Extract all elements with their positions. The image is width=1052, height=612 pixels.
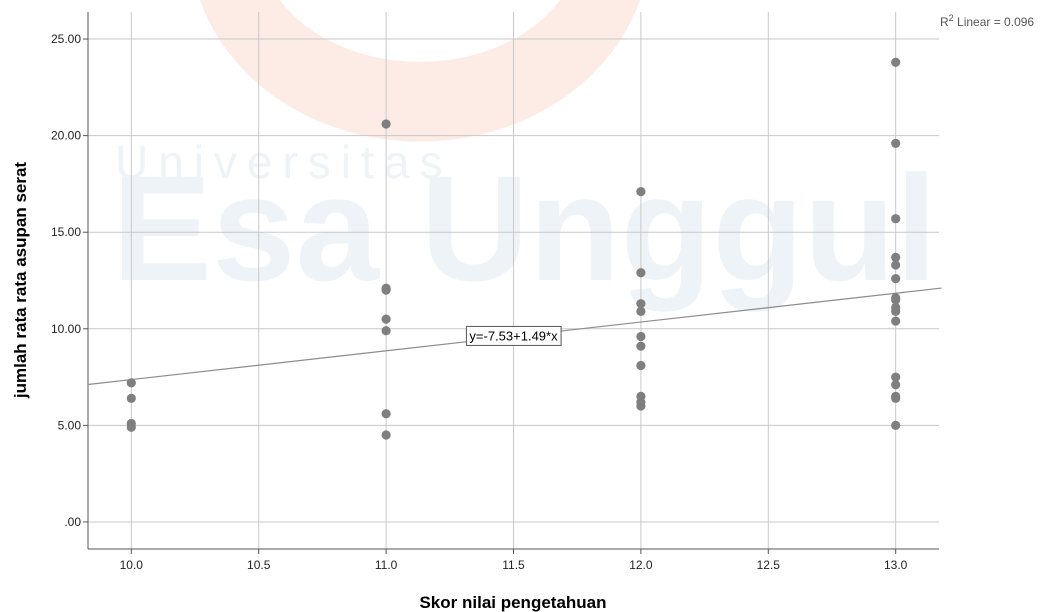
data-point xyxy=(891,214,901,224)
data-point xyxy=(891,393,901,403)
x-tick-label: 12.5 xyxy=(757,558,781,572)
x-axis-title: Skor nilai pengetahuan xyxy=(419,593,606,612)
data-point xyxy=(636,299,646,309)
x-tick-label: 11.5 xyxy=(502,558,525,572)
data-point xyxy=(381,326,391,336)
watermark: Universitas Esa Unggul xyxy=(112,0,937,312)
data-point xyxy=(891,372,901,382)
data-point xyxy=(891,57,901,67)
data-point xyxy=(381,119,391,129)
data-point xyxy=(636,401,646,411)
y-tick-label: 5.00 xyxy=(58,418,82,432)
data-point xyxy=(636,341,646,351)
data-point xyxy=(381,314,391,324)
data-points xyxy=(126,57,901,440)
y-tick-label: .00 xyxy=(64,515,81,529)
x-tick-label: 13.0 xyxy=(884,558,908,572)
data-point xyxy=(891,316,901,326)
tick-labels: 10.0 10.5 11.0 11.5 12.0 12.5 13.0 .00 5.00 10.00… xyxy=(51,32,908,572)
x-tick-label: 11.0 xyxy=(375,558,398,572)
data-point xyxy=(381,285,391,295)
data-point xyxy=(891,252,901,262)
data-point xyxy=(891,420,901,430)
data-point xyxy=(636,331,646,342)
equation-label: y=-7.53+1.49*x xyxy=(469,328,558,343)
data-point xyxy=(636,187,646,197)
data-point xyxy=(636,306,646,317)
watermark-logo-arc xyxy=(200,0,640,142)
data-point xyxy=(636,360,646,371)
data-point xyxy=(891,273,901,284)
data-point xyxy=(126,393,136,403)
r2-label-sup: 2 xyxy=(949,13,954,23)
data-point xyxy=(891,380,901,390)
equation-box xyxy=(465,325,562,346)
y-tick-label: 10.00 xyxy=(51,322,81,336)
x-tick-label: 10.0 xyxy=(120,558,144,572)
watermark-line1: Universitas xyxy=(115,136,453,188)
data-point xyxy=(126,422,136,432)
y-tick-label: 15.00 xyxy=(51,225,81,239)
r2-label: R2 Linear = 0.096 xyxy=(940,13,1034,29)
x-tick-label: 12.0 xyxy=(629,558,653,572)
r2-label-prefix: R xyxy=(940,15,949,29)
data-point xyxy=(891,306,901,317)
data-point xyxy=(891,260,901,270)
x-tick-label: 10.5 xyxy=(247,558,271,572)
r2-label-suffix: Linear = 0.096 xyxy=(954,15,1035,29)
y-tick-label: 25.00 xyxy=(51,32,81,46)
data-point xyxy=(891,295,901,305)
data-point xyxy=(891,138,901,148)
data-point xyxy=(381,430,391,440)
y-tick-label: 20.00 xyxy=(51,129,81,143)
y-axis-title: jumlah rata rata asupan serat xyxy=(11,162,30,400)
data-point xyxy=(636,268,646,278)
equation-label-group: y=-7.53+1.49*x xyxy=(465,325,562,346)
data-point xyxy=(126,378,136,388)
data-point xyxy=(381,409,391,419)
watermark-line2: Esa Unggul xyxy=(112,144,937,312)
